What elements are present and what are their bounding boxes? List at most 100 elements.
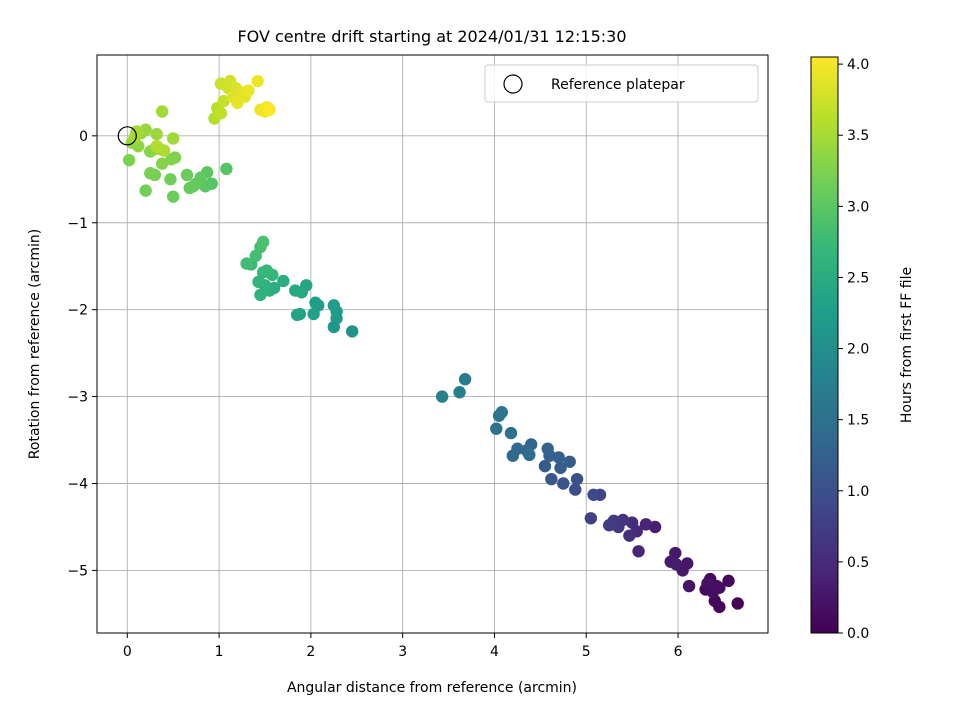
scatter-point (458, 373, 472, 386)
scatter-point (557, 477, 570, 490)
scatter-point (139, 123, 152, 136)
scatter-point (263, 103, 276, 116)
scatter-point (563, 455, 576, 468)
data-points (122, 74, 744, 614)
y-tick-label: −1 (67, 216, 88, 232)
scatter-point (139, 184, 152, 197)
scatter-point (251, 74, 264, 88)
scatter-point (722, 574, 735, 588)
scatter-point (242, 84, 255, 97)
scatter-point (214, 107, 228, 120)
scatter-point (277, 274, 290, 288)
scatter-point (256, 235, 270, 249)
colorbar: 0.0 0.5 1.0 1.5 2.0 2.5 3.0 3.5 4.0 Hours from f… (810, 56, 915, 642)
y-tick-label: −5 (67, 563, 88, 579)
scatter-point (164, 173, 177, 186)
scatter-point (538, 459, 552, 473)
scatter-point (552, 451, 565, 464)
scatter-point (217, 94, 230, 108)
scatter-point (682, 579, 696, 593)
scatter-point (490, 422, 503, 435)
scatter-point (541, 442, 554, 455)
scatter-point (713, 581, 726, 595)
scatter-point (602, 519, 616, 532)
x-axis-ticks: 0 1 2 3 4 5 6 (123, 633, 683, 660)
scatter-point (584, 512, 598, 525)
scatter-point (670, 558, 683, 571)
scatter-point (260, 264, 274, 277)
scatter-point (307, 307, 320, 321)
scatter-point (701, 577, 714, 590)
scatter-point (155, 105, 169, 118)
chart-title: FOV centre drift starting at 2024/01/31 … (237, 27, 626, 46)
scatter-point (495, 406, 509, 419)
scatter-point (252, 275, 265, 289)
scatter-point (231, 96, 244, 110)
x-tick-label: 0 (123, 644, 132, 660)
y-tick-label: −4 (67, 477, 88, 493)
scatter-point (150, 127, 163, 141)
reference-platepar-marker (117, 126, 137, 146)
scatter-point (623, 529, 636, 542)
scatter-point (435, 390, 449, 403)
colorbar-tick-label: 2.5 (847, 270, 869, 286)
scatter-point (453, 386, 466, 399)
x-tick-label: 5 (582, 644, 591, 660)
colorbar-tick-label: 1.5 (847, 413, 869, 429)
colorbar-tick-label: 3.5 (847, 128, 869, 144)
scatter-point (632, 545, 645, 558)
scatter-point (345, 325, 359, 338)
scatter-point (570, 472, 584, 486)
scatter-point (166, 132, 180, 145)
x-tick-label: 1 (215, 644, 224, 660)
scatter-point (180, 168, 194, 182)
scatter-point (545, 472, 558, 486)
plot-frame (96, 54, 769, 634)
colorbar-tick-label: 2.0 (847, 342, 869, 358)
x-tick-label: 2 (306, 644, 315, 660)
legend: Reference platepar (484, 64, 759, 103)
colorbar-tick-label: 4.0 (847, 57, 869, 73)
scatter-point (587, 488, 600, 502)
y-axis-ticks: 0 −1 −2 −3 −4 −5 (67, 129, 97, 579)
x-tick-label: 3 (398, 644, 407, 660)
colorbar-gradient (810, 56, 839, 634)
legend-label: Reference platepar (551, 77, 685, 93)
legend-marker (503, 74, 523, 94)
scatter-point (569, 483, 582, 496)
scatter-point (289, 284, 302, 297)
scatter-point (639, 518, 653, 531)
scatter-point (731, 597, 744, 610)
scatter-point (240, 257, 253, 270)
scatter-point (183, 181, 196, 195)
scatter-point (523, 448, 536, 462)
colorbar-tick-label: 3.0 (847, 199, 869, 215)
reference-marker (117, 126, 137, 146)
scatter-point (554, 461, 567, 475)
scatter-point (327, 299, 341, 312)
colorbar-ticks: 0.0 0.5 1.0 1.5 2.0 2.5 3.0 3.5 4.0 (838, 57, 869, 642)
y-tick-label: −3 (67, 390, 88, 406)
scatter-point (290, 308, 304, 322)
colorbar-tick-label: 0.0 (847, 626, 869, 642)
scatter-point (254, 288, 267, 302)
scatter-point (166, 190, 180, 203)
y-tick-label: −2 (67, 303, 88, 319)
y-axis-label: Rotation from reference (arcmin) (27, 229, 43, 459)
scatter-point (144, 167, 157, 180)
grid-lines (97, 55, 768, 633)
scatter-point (128, 131, 141, 144)
x-axis-label: Angular distance from reference (arcmin) (287, 680, 577, 696)
scatter-point (220, 162, 233, 176)
x-tick-label: 6 (674, 644, 683, 660)
scatter-point (165, 153, 178, 166)
y-tick-label: 0 (79, 129, 88, 145)
scatter-point (504, 426, 518, 440)
scatter-point (506, 449, 520, 462)
scatter-point (122, 153, 136, 167)
colorbar-label: Hours from first FF file (899, 267, 915, 423)
x-tick-label: 4 (490, 644, 499, 660)
legend-box (484, 64, 759, 103)
scatter-point (150, 140, 163, 153)
